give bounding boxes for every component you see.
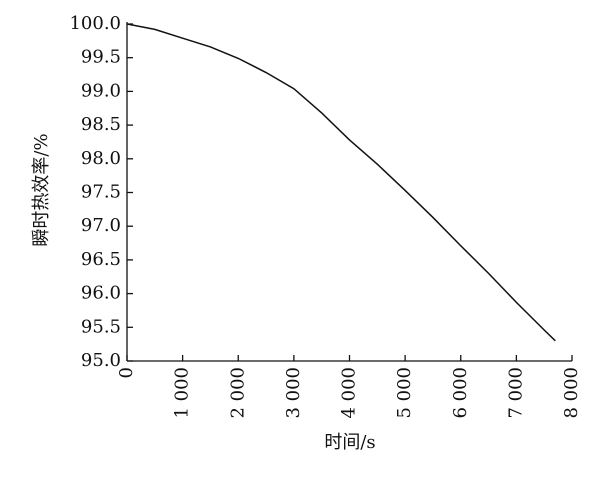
- y-tick-label: 99.5: [81, 47, 121, 68]
- x-tick-label: 2 000: [227, 367, 248, 419]
- y-tick-label: 96.0: [81, 283, 121, 304]
- y-tick-label: 99.0: [81, 80, 121, 101]
- x-tick-label: 4 000: [339, 367, 360, 419]
- x-axis-label: 时间/s: [324, 432, 375, 453]
- y-tick-label: 98.0: [81, 148, 121, 169]
- line-series: [126, 23, 556, 342]
- x-tick-label: 0: [116, 367, 137, 378]
- y-tick-label: 96.5: [81, 249, 121, 270]
- x-tick-label: 5 000: [394, 367, 415, 419]
- y-tick-label: 97.0: [81, 215, 121, 236]
- x-tick-label: 1 000: [172, 367, 193, 419]
- x-tick-label: 6 000: [450, 367, 471, 419]
- y-axis-label: 瞬时热效率/%: [31, 133, 52, 246]
- y-tick-label: 95.0: [81, 350, 121, 371]
- y-tick-label: 100.0: [69, 13, 121, 34]
- y-tick-label: 97.5: [81, 182, 121, 203]
- x-tick-label: 3 000: [283, 367, 304, 419]
- y-tick-label: 98.5: [81, 114, 121, 135]
- x-tick-label: 8 000: [561, 367, 582, 419]
- y-tick-label: 95.5: [81, 316, 121, 337]
- x-tick-label: 7 000: [505, 367, 526, 419]
